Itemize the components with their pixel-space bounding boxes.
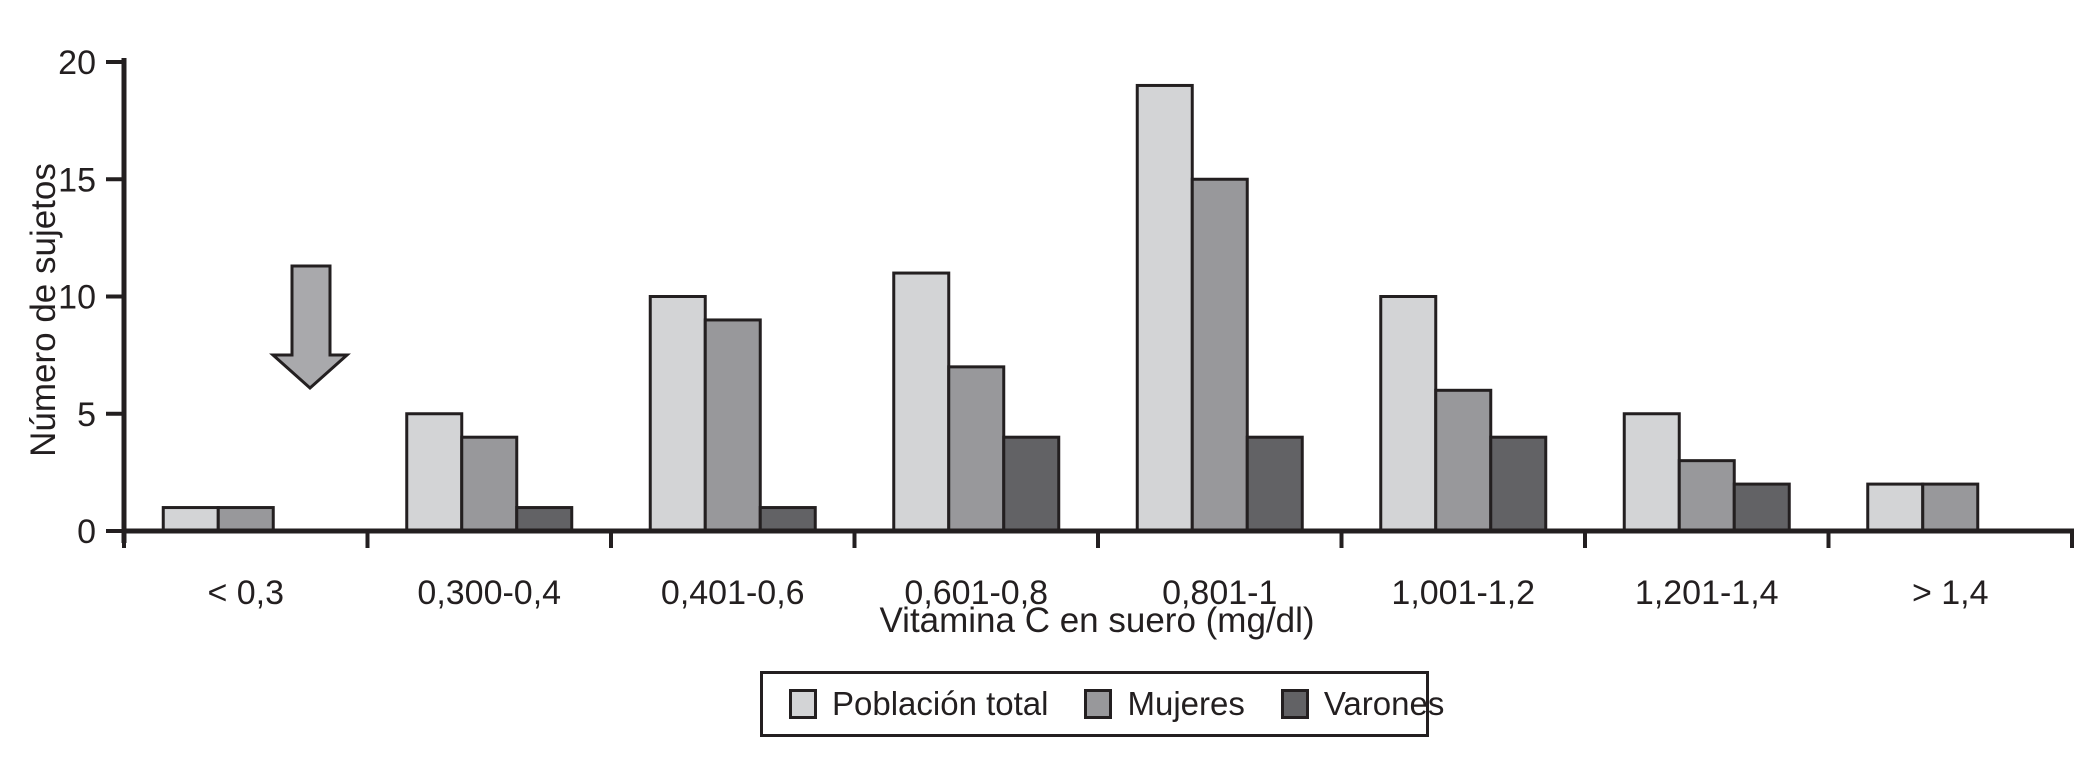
bar (703, 318, 762, 533)
bar (1190, 177, 1249, 533)
legend-item-poblacion-total: Población total (789, 685, 1048, 723)
bar (1866, 482, 1925, 533)
x-tick-label: 0,601-0,8 (904, 574, 1048, 612)
bar (460, 435, 519, 533)
x-axis-title: Vitamina C en suero (mg/dl) (879, 601, 1315, 640)
y-tick-label: 10 (58, 279, 96, 317)
legend-item-mujeres: Mujeres (1084, 685, 1245, 723)
bar (892, 271, 951, 533)
legend-label: Varones (1323, 685, 1445, 722)
x-tick-label: 0,300-0,4 (417, 574, 561, 612)
legend-label: Población total (832, 685, 1049, 722)
y-tick-label: 15 (58, 161, 96, 199)
x-tick-label: 1,001-1,2 (1391, 574, 1535, 612)
bar (1002, 435, 1061, 533)
y-axis-title: Número de sujetos (24, 163, 63, 457)
bar (405, 412, 464, 533)
bar (1622, 412, 1681, 533)
x-tick-label: 1,201-1,4 (1635, 574, 1779, 612)
legend-swatch-poblacion-total (789, 689, 817, 719)
x-tick-label: < 0,3 (207, 574, 284, 612)
y-tick-label: 0 (77, 513, 96, 551)
x-tick-label: 0,401-0,6 (661, 574, 805, 612)
x-tick-label: 0,801-1 (1162, 574, 1277, 612)
bar (1245, 435, 1304, 533)
legend-swatch-mujeres (1084, 689, 1113, 719)
bar (1379, 295, 1438, 533)
bar (1732, 482, 1791, 533)
bar (216, 506, 275, 533)
bar (1677, 459, 1736, 533)
bar (1489, 435, 1548, 533)
bar (648, 295, 707, 533)
x-tick-label: > 1,4 (1912, 574, 1989, 612)
bar (758, 506, 817, 533)
legend-label: Mujeres (1127, 685, 1245, 722)
bar (1434, 388, 1493, 533)
bar (947, 365, 1006, 533)
legend: Población total Mujeres Varones (760, 671, 1444, 737)
bar (1921, 482, 1980, 533)
down-arrow-icon (269, 264, 351, 391)
y-tick-label: 20 (58, 44, 96, 82)
y-tick-label: 5 (77, 396, 96, 434)
bar (161, 506, 220, 533)
legend-item-varones: Varones (1280, 685, 1445, 723)
legend-swatch-varones (1280, 689, 1309, 719)
bar (515, 506, 574, 533)
bar (1135, 83, 1194, 533)
